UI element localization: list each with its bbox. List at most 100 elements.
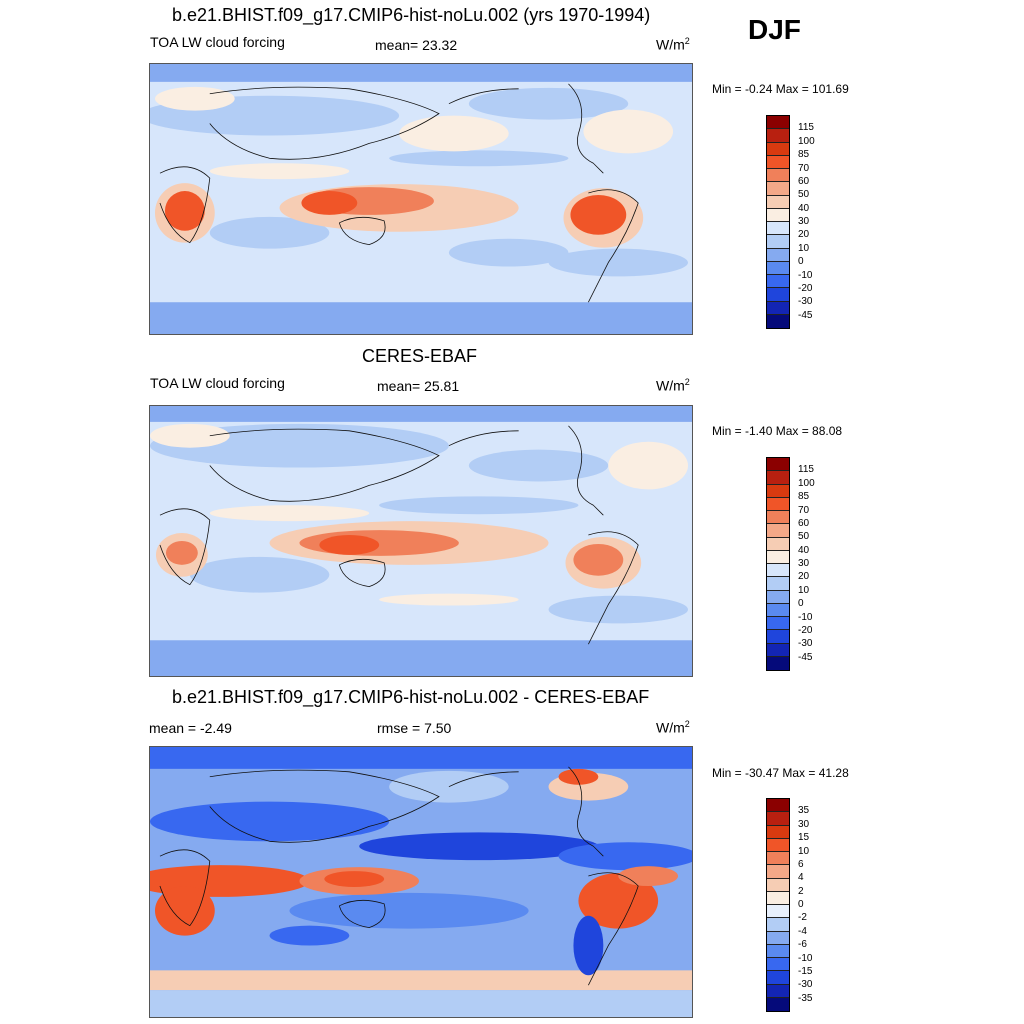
colorbar-tick-label: 115: [798, 464, 814, 476]
colorbar-tick-label: 50: [798, 189, 810, 201]
panel-2-title: CERES-EBAF: [362, 346, 478, 366]
colorbar-cell: [767, 617, 789, 631]
panel-3-minmax: Min = -30.47 Max = 41.28: [712, 766, 849, 780]
colorbar-tick-label: 6: [798, 858, 804, 870]
colorbar-cell: [767, 169, 789, 183]
panel-1-center-label: mean= 23.32: [375, 37, 458, 53]
colorbar-cell: [767, 918, 789, 932]
colorbar-tick-label: 70: [798, 504, 810, 516]
colorbar-tick-label: 40: [798, 202, 810, 214]
colorbar-cell: [767, 497, 789, 511]
colorbar-tick-label: -35: [798, 992, 813, 1004]
colorbar-tick-label: 60: [798, 175, 810, 187]
colorbar-cell: [767, 891, 789, 905]
colorbar-cell: [767, 643, 789, 657]
panel-3-left-label: mean = -2.49: [149, 720, 232, 736]
colorbar-tick-label: -4: [798, 925, 807, 937]
colorbar-cell: [767, 944, 789, 958]
panel-2-minmax: Min = -1.40 Max = 88.08: [712, 424, 843, 438]
panel-1-title: b.e21.BHIST.f09_g17.CMIP6-hist-noLu.002 …: [172, 5, 651, 25]
panel-3-map: [149, 746, 693, 1018]
colorbar-cell: [767, 630, 789, 644]
colorbar-tick-label: 15: [798, 832, 810, 844]
colorbar-tick-label: 10: [798, 584, 810, 596]
panel-1-minmax: Min = -0.24 Max = 101.69: [712, 82, 849, 96]
colorbar-cell: [767, 931, 789, 945]
colorbar-tick-label: 2: [798, 885, 804, 897]
panel-2-left-label: TOA LW cloud forcing: [150, 375, 285, 391]
colorbar-cell: [767, 878, 789, 892]
panel-2-colorbar-ticks: 115 100 85 70 60 50 40 30 20 10 0 -10 -20 -30 -45: [798, 457, 838, 671]
colorbar-tick-label: -15: [798, 965, 813, 977]
colorbar-cell: [767, 550, 789, 564]
colorbar-cell: [767, 905, 789, 919]
colorbar-tick-label: 30: [798, 216, 810, 227]
colorbar-tick-label: 0: [798, 256, 804, 268]
panel-1-map: [149, 63, 693, 335]
colorbar-tick-label: -10: [798, 269, 813, 281]
panel-2-center-label: mean= 25.81: [377, 378, 460, 394]
colorbar-cell: [767, 852, 789, 866]
colorbar-cell: [767, 235, 789, 249]
colorbar-cell: [767, 195, 789, 209]
colorbar-cell: [767, 471, 789, 485]
colorbar-cell: [767, 484, 789, 498]
colorbar-tick-label: 30: [798, 558, 810, 569]
panel-1-colorbar-ticks: 115 100 85 70 60 50 40 30 20 10 0 -10 -20 -30 -45: [798, 115, 838, 329]
colorbar-cell: [767, 590, 789, 604]
colorbar-cell: [767, 275, 789, 289]
panel-2-colorbar: [766, 457, 790, 671]
panel-3-title: b.e21.BHIST.f09_g17.CMIP6-hist-noLu.002 …: [172, 687, 650, 707]
colorbar-tick-label: 10: [798, 242, 810, 254]
colorbar-tick-label: 70: [798, 162, 810, 174]
colorbar-tick-label: -6: [798, 939, 807, 951]
colorbar-cell: [767, 971, 789, 985]
panel-2-map: [149, 405, 693, 677]
colorbar-cell: [767, 182, 789, 196]
colorbar-tick-label: -20: [798, 624, 813, 636]
colorbar-cell: [767, 314, 789, 328]
colorbar-tick-label: -45: [798, 309, 813, 321]
panel-3-center-label: rmse = 7.50: [377, 720, 452, 736]
colorbar-cell: [767, 301, 789, 315]
colorbar-cell: [767, 142, 789, 156]
panel-2-units: W/m2: [656, 377, 690, 394]
colorbar-tick-label: -10: [798, 611, 813, 623]
colorbar-cell: [767, 958, 789, 972]
colorbar-tick-label: 60: [798, 517, 810, 529]
colorbar-tick-label: 100: [798, 477, 815, 489]
colorbar-tick-label: 0: [798, 598, 804, 610]
colorbar-tick-label: -20: [798, 282, 813, 294]
panel-3-colorbar: [766, 798, 790, 1012]
colorbar-tick-label: 10: [798, 845, 810, 857]
colorbar-tick-label: -2: [798, 912, 807, 924]
colorbar-cell: [767, 537, 789, 551]
colorbar-tick-label: -45: [798, 651, 813, 663]
colorbar-cell: [767, 838, 789, 852]
colorbar-cell: [767, 116, 789, 130]
colorbar-tick-label: 20: [798, 229, 810, 241]
colorbar-tick-label: 50: [798, 531, 810, 543]
colorbar-cell: [767, 603, 789, 617]
colorbar-tick-label: 100: [798, 135, 815, 147]
colorbar-tick-label: -10: [798, 952, 813, 964]
colorbar-tick-label: 20: [798, 571, 810, 583]
panel-1-colorbar: [766, 115, 790, 329]
panel-3-units: W/m2: [656, 719, 690, 736]
colorbar-cell: [767, 458, 789, 472]
colorbar-cell: [767, 799, 789, 813]
colorbar-tick-label: 40: [798, 544, 810, 556]
season-label: DJF: [748, 14, 801, 45]
panel-3-map-svg: [150, 747, 692, 1017]
colorbar-cell: [767, 511, 789, 525]
panel-1-units: W/m2: [656, 36, 690, 53]
colorbar-cell: [767, 577, 789, 591]
colorbar-tick-label: 0: [798, 899, 804, 910]
colorbar-tick-label: 35: [798, 805, 810, 817]
colorbar-tick-label: -30: [798, 296, 813, 308]
colorbar-tick-label: 85: [798, 491, 810, 503]
colorbar-cell: [767, 812, 789, 826]
colorbar-tick-label: 4: [798, 872, 804, 884]
colorbar-cell: [767, 248, 789, 262]
colorbar-tick-label: -30: [798, 979, 813, 991]
